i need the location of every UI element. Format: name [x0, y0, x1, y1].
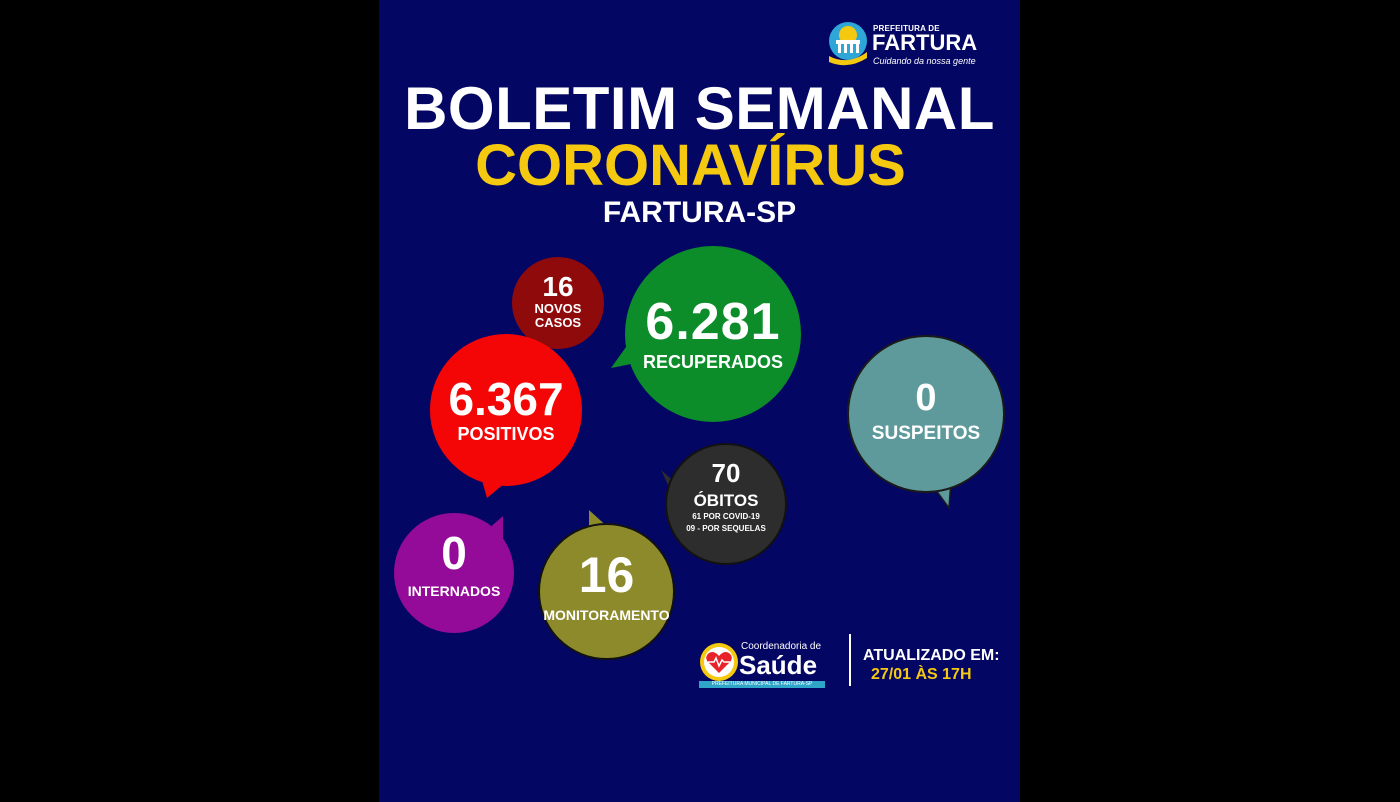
footer-divider [849, 634, 851, 686]
obitos-bubble: 70 ÓBITOS 61 POR COVID-19 09 - POR SEQUE… [665, 443, 787, 565]
novos-casos-label-2: CASOS [534, 315, 582, 330]
monitoramento-label: MONITORAMENTO [543, 607, 670, 623]
suspeitos-label: SUSPEITOS [871, 423, 981, 444]
logo-top-text: PREFEITURA DE [873, 24, 940, 33]
positivos-bubble: 6.367 POSITIVOS [430, 334, 582, 486]
saude-logo: Coordenadoria de Saúde PREFEITURA MUNICI… [699, 640, 827, 690]
monitoramento-value: 16 [578, 547, 635, 603]
bulletin-poster: PREFEITURA DE FARTURA Cuidando da nossa … [379, 0, 1020, 802]
internados-label: INTERNADOS [407, 583, 501, 599]
fartura-logo-icon [829, 22, 867, 66]
suspeitos-value: 0 [915, 377, 937, 419]
internados-value: 0 [441, 527, 467, 579]
subtitle-coronavirus: CORONAVÍRUS [475, 133, 906, 198]
obitos-value: 70 [711, 458, 741, 488]
heart-icon [700, 643, 738, 681]
main-title: BOLETIM SEMANAL [404, 75, 995, 142]
positivos-label: POSITIVOS [457, 424, 555, 444]
updated-value: 27/01 ÀS 17H [871, 666, 972, 683]
saude-banner: PREFEITURA MUNICIPAL DE FARTURA-SP [699, 681, 825, 688]
prefeitura-logo: PREFEITURA DE FARTURA Cuidando da nossa … [827, 18, 997, 70]
monitoramento-bubble: 16 MONITORAMENTO [538, 523, 675, 660]
recuperados-value: 6.281 [645, 293, 781, 351]
obitos-label: ÓBITOS [693, 491, 759, 510]
obitos-detail-sequelas: 09 - POR SEQUELAS [686, 524, 766, 533]
novos-casos-label-1: NOVOS [534, 301, 582, 316]
saude-name: Saúde [739, 650, 818, 680]
novos-casos-bubble: 16 NOVOS CASOS [512, 257, 604, 349]
recuperados-label: RECUPERADOS [642, 352, 784, 372]
logo-tagline: Cuidando da nossa gente [873, 56, 976, 66]
novos-casos-value: 16 [542, 271, 574, 302]
updated-label: ATUALIZADO EM: [863, 647, 1000, 664]
positivos-value: 6.367 [448, 373, 564, 425]
city-title: FARTURA-SP [602, 196, 797, 229]
suspeitos-bubble: 0 SUSPEITOS [847, 335, 1005, 493]
internados-bubble: 0 INTERNADOS [394, 513, 514, 633]
logo-name: FARTURA [872, 30, 978, 55]
recuperados-bubble: 6.281 RECUPERADOS [625, 246, 801, 422]
saude-coordenadoria-text: Coordenadoria de [741, 641, 822, 652]
obitos-detail-covid: 61 POR COVID-19 [692, 512, 760, 521]
